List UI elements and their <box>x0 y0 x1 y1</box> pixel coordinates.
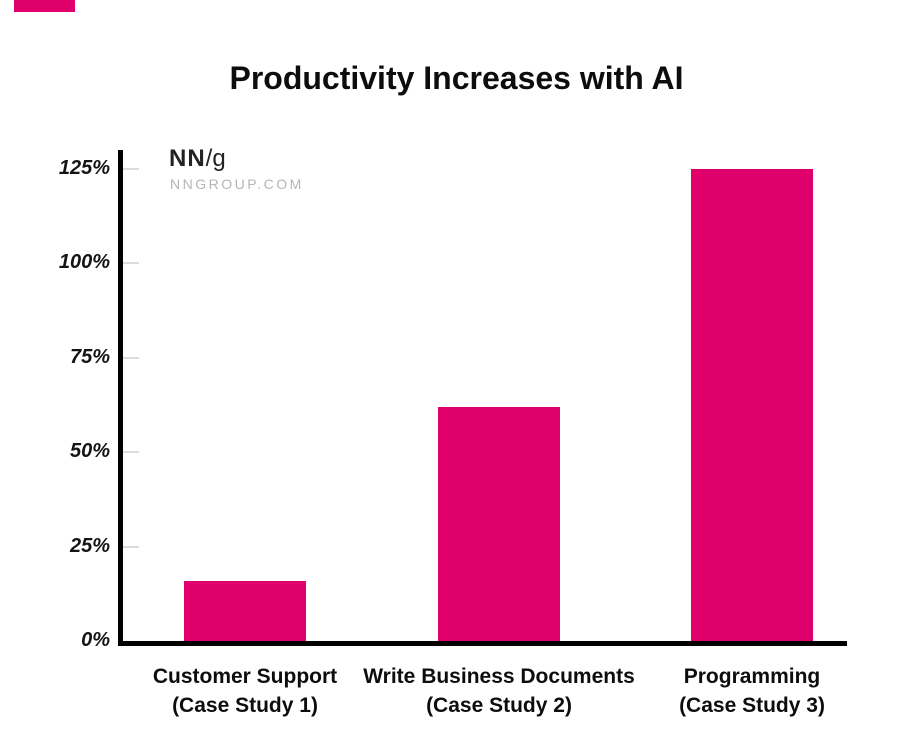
x-category-line2: (Case Study 3) <box>679 694 825 717</box>
nng-logo: NN/g <box>169 145 226 173</box>
y-axis-tick <box>123 546 139 548</box>
x-axis-line <box>118 641 847 646</box>
x-category-line1: Programming <box>683 665 821 688</box>
y-axis-line <box>118 150 123 646</box>
bar-1 <box>184 581 306 641</box>
nng-logo-slash-g: /g <box>205 145 226 172</box>
x-category-label: Write Business Documents (Case Study 2) <box>344 662 654 720</box>
y-tick-label: 100% <box>58 251 110 273</box>
y-tick-label: 50% <box>69 440 110 462</box>
bar-3 <box>691 169 813 641</box>
x-category-label: Customer Support (Case Study 1) <box>90 662 400 720</box>
y-tick-label: 75% <box>69 346 110 368</box>
x-category-line1: Customer Support <box>152 665 338 688</box>
x-category-line1: Write Business Documents <box>363 665 635 688</box>
x-category-label: Programming (Case Study 3) <box>597 662 907 720</box>
nng-logo-nn: NN <box>169 145 206 172</box>
y-axis-tick <box>123 451 139 453</box>
y-axis-tick <box>123 262 139 264</box>
x-category-line2: (Case Study 2) <box>426 694 572 717</box>
nngroup-url: NNGROUP.COM <box>170 176 304 192</box>
y-tick-label: 25% <box>69 535 110 557</box>
x-category-line2: (Case Study 1) <box>172 694 318 717</box>
y-tick-label: 125% <box>58 157 110 179</box>
chart-title: Productivity Increases with AI <box>229 60 684 96</box>
brand-accent-bar <box>14 0 75 12</box>
y-axis-tick <box>123 357 139 359</box>
y-axis-tick <box>123 168 139 170</box>
y-tick-label: 0% <box>81 629 110 651</box>
bar-2 <box>438 407 560 641</box>
